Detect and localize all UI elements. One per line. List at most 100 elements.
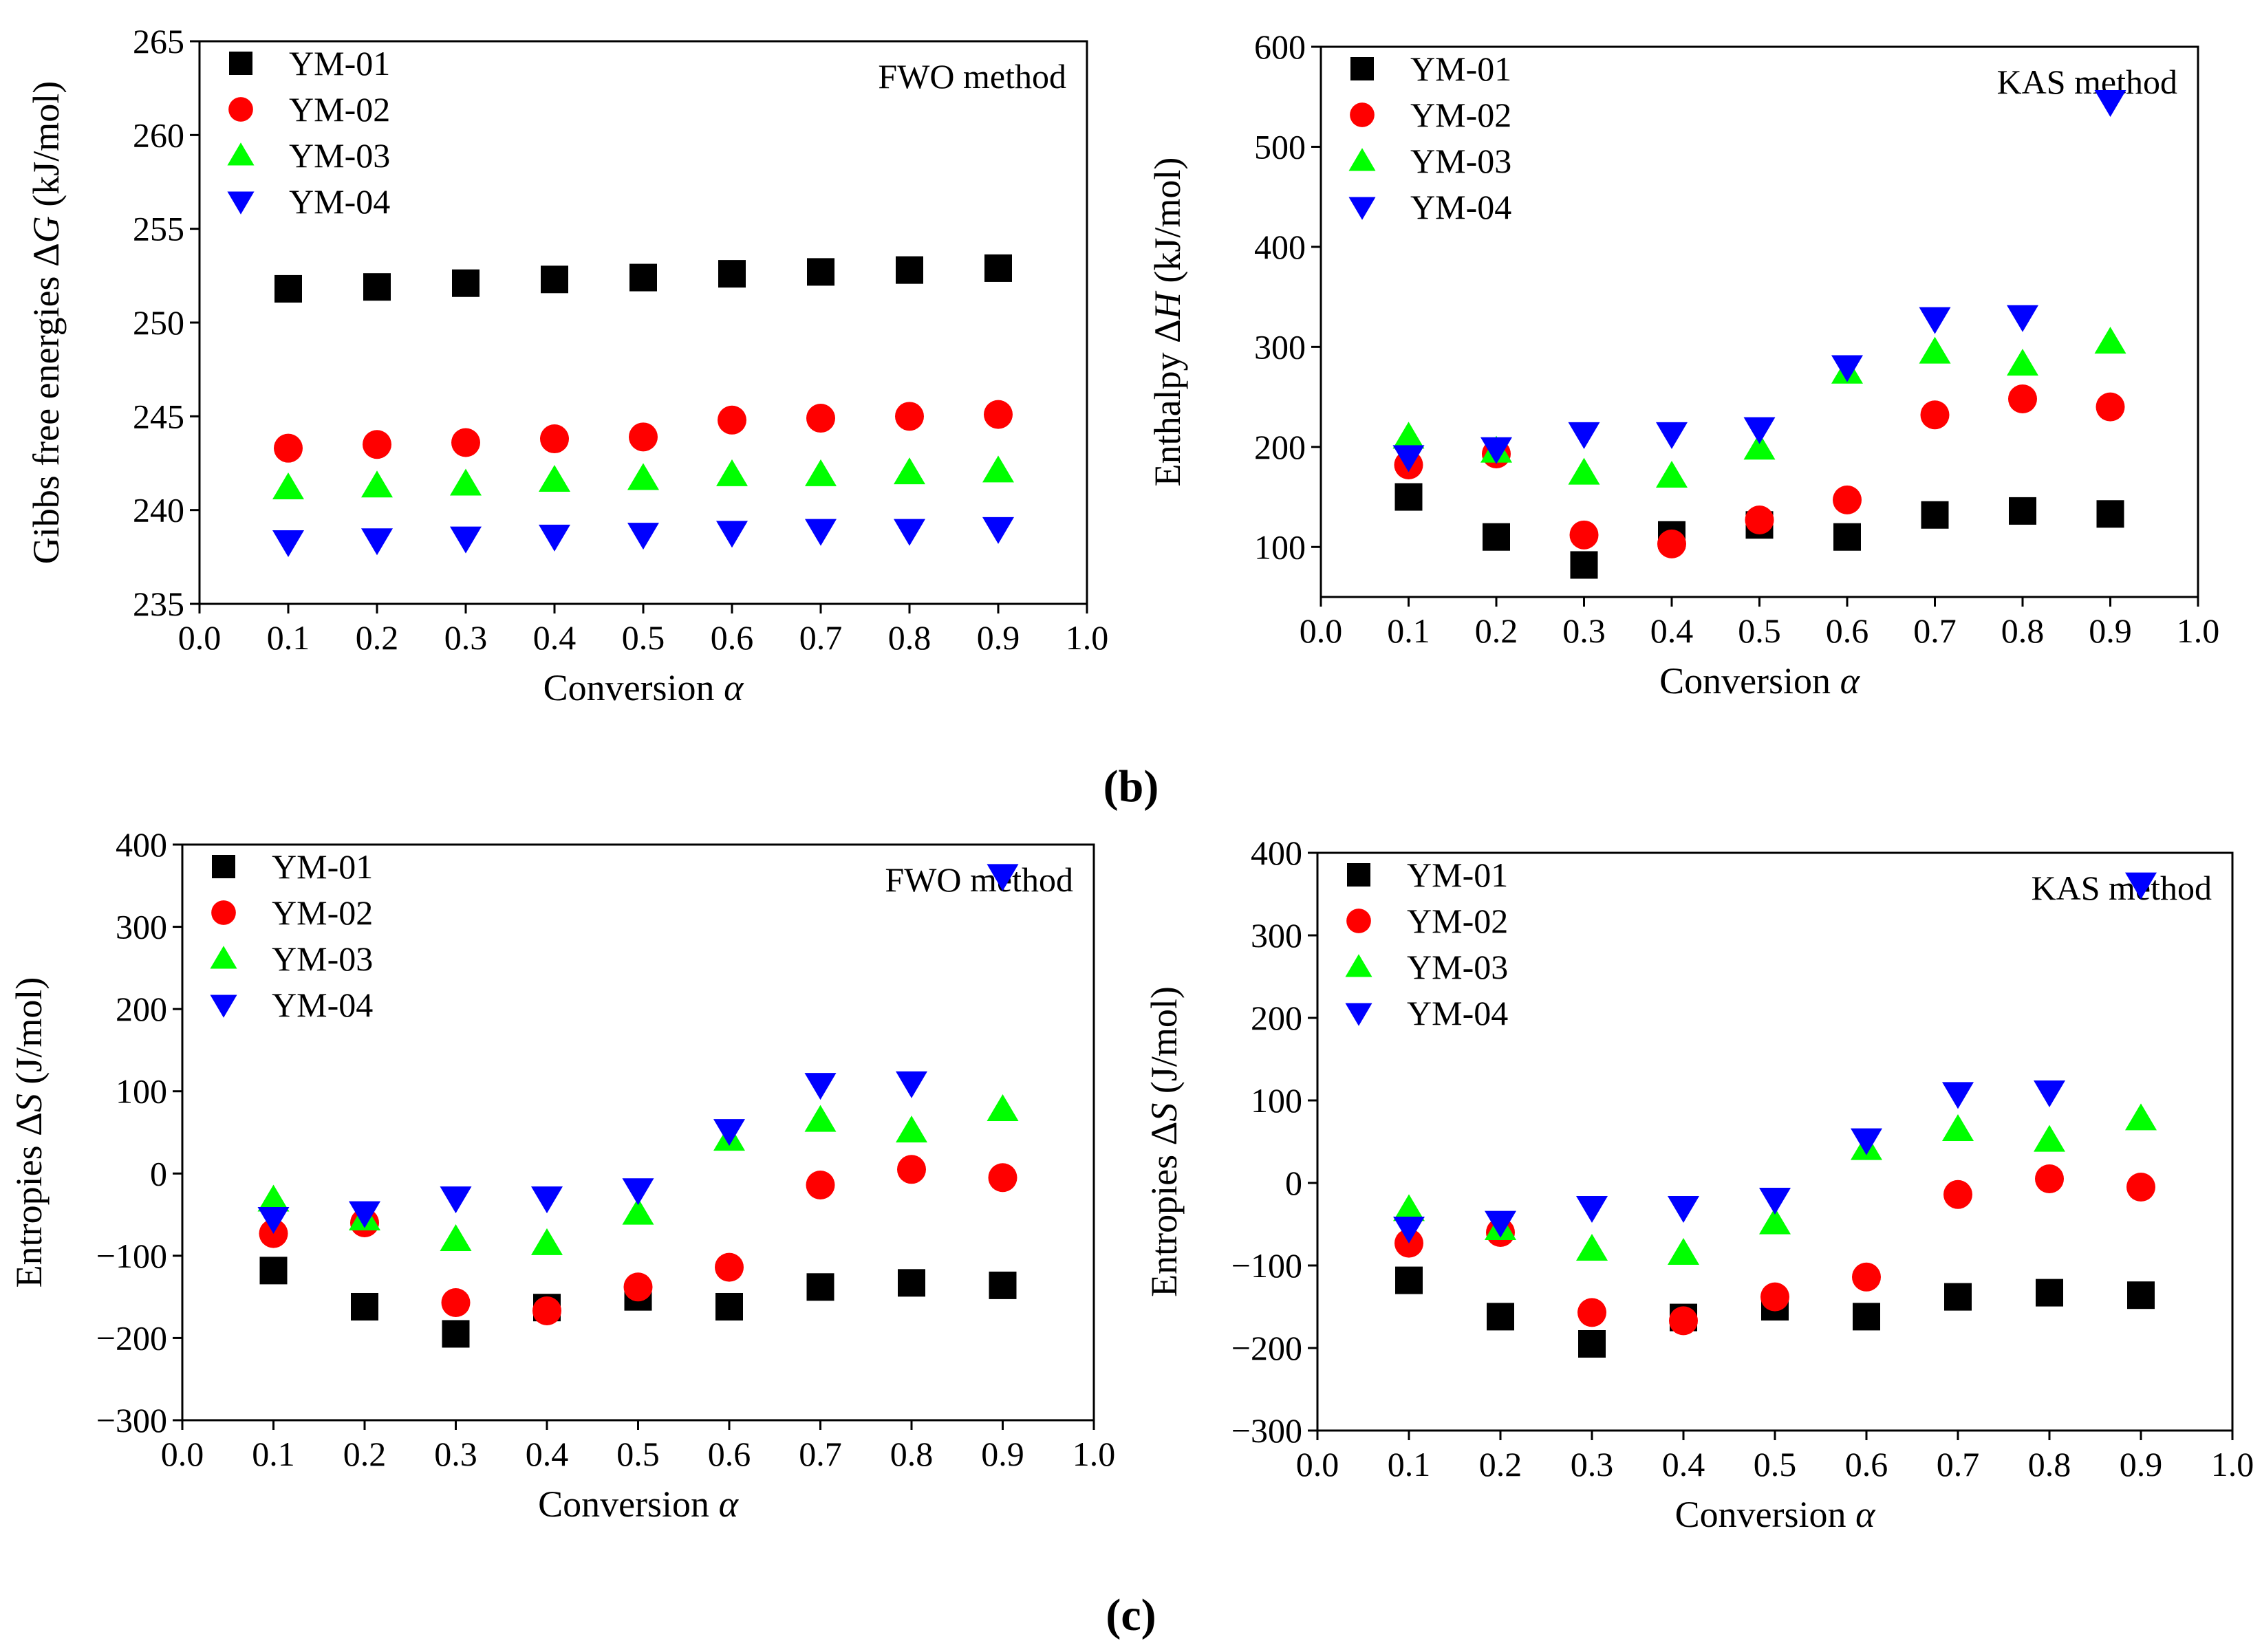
data-point-ym-03 (622, 1197, 654, 1225)
x-tick-label: 0.3 (444, 618, 488, 657)
legend-label: YM-01 (1407, 856, 1508, 894)
legend-label: YM-01 (272, 847, 373, 886)
legend-label: YM-04 (1407, 994, 1508, 1032)
data-point-ym-02 (2126, 1173, 2155, 1202)
chart-enthalpy-kas: 0.0 0.1 0.2 0.3 0.4 0.5 0.6 0.7 0.8 0.9 1.0 100 200 3… (1147, 28, 2219, 702)
x-tick-label: 0.6 (1826, 611, 1869, 650)
legend-label: YM-03 (1410, 142, 1511, 180)
data-point-ym-03 (257, 1184, 290, 1212)
data-point-ym-04 (440, 1186, 472, 1214)
data-point-ym-03 (627, 463, 659, 490)
y-tick-label: 200 (1254, 428, 1306, 466)
x-tick-label: 0.4 (1650, 611, 1694, 650)
data-point-ym-04 (1393, 1217, 1425, 1243)
data-point-ym-03 (2094, 327, 2126, 354)
data-point-ym-04 (896, 1071, 927, 1098)
data-point-ym-04 (982, 517, 1014, 544)
x-tick-label: 0.9 (2120, 1445, 2163, 1483)
data-point-ym-02 (895, 402, 924, 431)
data-point-ym-02 (629, 422, 658, 452)
data-point-ym-04 (1851, 1128, 1882, 1155)
x-tick-label: 0.0 (178, 618, 222, 657)
x-tick-label: 0.1 (1387, 611, 1430, 650)
legend-label: YM-02 (272, 893, 373, 932)
x-tick-label: 0.5 (1754, 1445, 1797, 1483)
x-tick-label: 0.4 (533, 618, 577, 657)
data-point-ym-04 (1480, 437, 1512, 464)
data-point-ym-03 (2125, 1103, 2157, 1131)
legend-marker-ym-01 (1347, 863, 1370, 887)
data-point-ym-03 (1576, 1234, 1608, 1261)
y-tick-label: 100 (116, 1072, 167, 1111)
data-point-ym-01 (452, 269, 480, 297)
legend-label: YM-01 (1410, 50, 1511, 88)
chart-entropy-kas: 0.0 0.1 0.2 0.3 0.4 0.5 0.6 0.7 0.8 0.9 1.0 −300 −20… (1143, 834, 2254, 1535)
data-point-ym-01 (715, 1292, 743, 1320)
y-tick-label: 400 (1254, 228, 1306, 266)
data-point-ym-03 (361, 470, 393, 498)
data-point-ym-04 (713, 1119, 745, 1146)
x-tick-label: 0.1 (267, 618, 310, 657)
data-point-ym-02 (623, 1272, 653, 1302)
data-point-ym-03 (987, 1094, 1019, 1122)
legend-marker-ym-02 (228, 97, 253, 122)
data-point-ym-01 (259, 1257, 288, 1285)
x-tick-label: 0.2 (356, 618, 399, 657)
data-point-ym-04 (1392, 445, 1425, 472)
data-point-ym-01 (442, 1320, 470, 1348)
legend-marker-ym-04 (1348, 197, 1376, 220)
y-tick-label: 300 (1254, 327, 1306, 366)
data-point-ym-01 (1394, 483, 1423, 511)
data-point-ym-01 (1570, 551, 1598, 579)
x-tick-label: 0.4 (1662, 1445, 1705, 1483)
legend-marker-ym-03 (210, 946, 237, 969)
y-tick-label: 250 (133, 303, 184, 342)
data-point-ym-04 (627, 523, 659, 550)
data-point-ym-03 (805, 459, 837, 486)
data-point-ym-02 (715, 1252, 744, 1282)
data-point-ym-03 (539, 465, 570, 492)
data-point-ym-02 (718, 405, 746, 435)
data-point-ym-01 (1395, 1266, 1423, 1294)
x-tick-label: 0.8 (890, 1435, 934, 1473)
data-point-ym-02 (988, 1163, 1017, 1193)
x-axis-label: Conversion α (543, 667, 745, 708)
data-point-ym-01 (1921, 501, 1949, 529)
method-annotation: FWO method (885, 860, 1073, 899)
legend-label: YM-04 (289, 182, 390, 221)
data-point-ym-04 (272, 530, 304, 558)
data-point-ym-04 (1485, 1210, 1516, 1238)
x-tick-label: 0.7 (1913, 611, 1957, 650)
y-tick-label: 245 (133, 397, 184, 435)
y-tick-label: 255 (133, 210, 184, 248)
data-point-ym-04 (1743, 417, 1776, 444)
y-tick-label: 100 (1254, 528, 1306, 566)
panel-label-b: (b) (1103, 761, 1159, 812)
legend-marker-ym-01 (212, 855, 235, 878)
data-point-ym-02 (1657, 529, 1686, 558)
data-point-ym-02 (1577, 1298, 1606, 1327)
data-point-ym-03 (440, 1224, 472, 1251)
legend-marker-ym-03 (1345, 954, 1372, 977)
legend-label: YM-03 (1407, 948, 1508, 986)
data-point-ym-01 (898, 1269, 925, 1297)
data-point-ym-01 (363, 273, 391, 301)
x-tick-label: 0.0 (1296, 1445, 1339, 1483)
x-tick-label: 0.7 (1937, 1445, 1980, 1483)
data-point-ym-02 (1760, 1282, 1789, 1312)
data-point-ym-04 (1942, 1082, 1974, 1109)
data-point-ym-02 (532, 1296, 561, 1325)
x-tick-label: 1.0 (2177, 611, 2220, 650)
x-tick-label: 0.3 (1562, 611, 1606, 650)
data-point-ym-03 (450, 468, 482, 496)
y-tick-label: −300 (96, 1401, 167, 1439)
data-point-ym-04 (1576, 1196, 1608, 1223)
panel-label-c: (c) (1106, 1590, 1156, 1640)
data-point-ym-02 (363, 430, 391, 459)
data-point-ym-01 (2096, 500, 2124, 528)
data-point-ym-04 (2034, 1080, 2065, 1107)
data-point-ym-03 (1392, 422, 1425, 449)
data-point-ym-02 (1852, 1262, 1881, 1292)
data-point-ym-03 (531, 1228, 563, 1255)
